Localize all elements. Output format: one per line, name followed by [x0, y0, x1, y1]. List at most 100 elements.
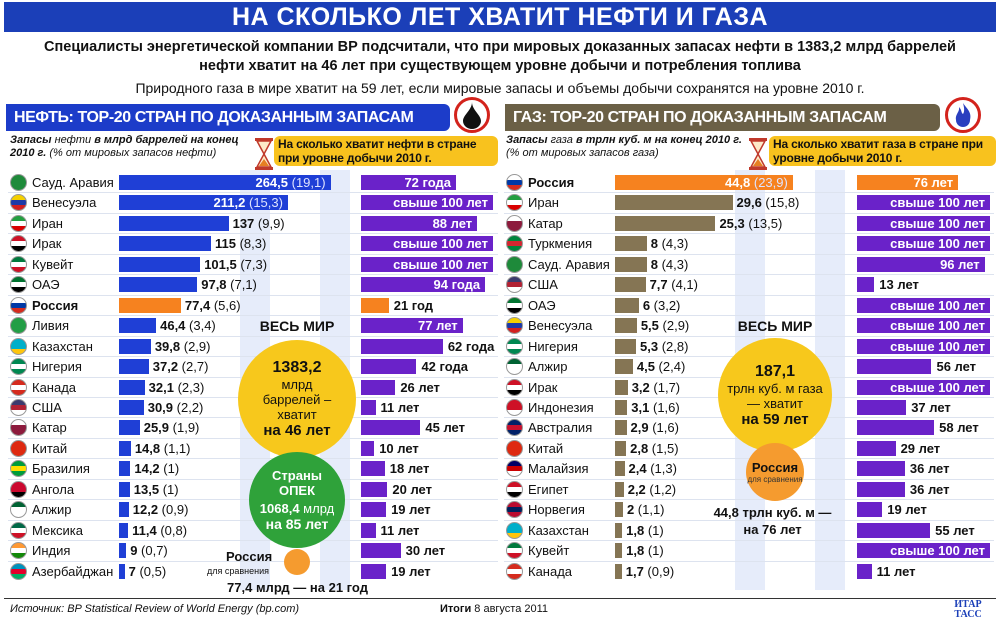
reserve-value: 3,1: [631, 399, 650, 415]
years-label: свыше 100 лет: [890, 543, 985, 559]
reserve-value-label: 77,4 (5,6): [185, 298, 241, 313]
reserve-bar: [615, 461, 625, 477]
years-label: свыше 100 лет: [393, 195, 488, 211]
years-label: 19 лет: [391, 563, 431, 579]
source-text: Источник: BP Statistical Review of World…: [10, 603, 300, 615]
reserve-percent: (0,8): [156, 522, 188, 538]
years-bar: [857, 440, 896, 456]
years-label: 96 лет: [940, 256, 980, 272]
reserve-value-label: 5,5 (2,9): [641, 318, 689, 333]
gas-world-label: ВЕСЬ МИР: [737, 318, 813, 334]
country-name: Алжир: [32, 502, 72, 518]
years-label: 11 лет: [380, 399, 420, 415]
reserve-percent: (0,9): [643, 563, 675, 579]
country-name: Иран: [528, 195, 559, 211]
reserve-percent: (2,9): [658, 318, 690, 334]
reserve-value: 46,4: [160, 318, 186, 334]
years-label: 94 года: [433, 277, 481, 293]
oil-world-value: 1383,2: [272, 359, 322, 376]
oil-russia-label: Россия: [226, 549, 273, 564]
reserve-value: 8: [650, 256, 658, 272]
reserve-value: 32,1: [148, 379, 174, 395]
row-divider: [8, 274, 498, 276]
country-name: ОАЭ: [528, 297, 556, 313]
gas-flame-icon: [945, 97, 981, 133]
reserve-value-label: 7 (0,5): [129, 564, 167, 579]
row-divider: [8, 560, 498, 562]
reserve-percent: (1,6): [648, 420, 679, 436]
reserve-bar: [615, 359, 633, 375]
row-divider: [8, 315, 498, 317]
hourglass-icon: [254, 138, 274, 170]
flag-icon: [506, 317, 523, 335]
reserve-percent: (3,4): [185, 318, 216, 334]
reserve-value-label: 14,8 (1,1): [135, 441, 191, 456]
reserve-bar: [119, 359, 149, 375]
reserve-bar: [615, 195, 733, 211]
years-bar: [361, 318, 463, 334]
country-name: Ливия: [32, 318, 70, 334]
reserve-value-label: 39,8 (2,9): [155, 339, 211, 354]
reserve-bar: [119, 236, 211, 252]
reserve-value-label: 264,5 (19,1): [119, 175, 326, 190]
reserve-value-label: 137 (9,9): [233, 216, 285, 231]
oil-world-label: ВЕСЬ МИР: [259, 318, 335, 334]
reserve-bar: [119, 379, 145, 395]
reserve-percent: (2,9): [180, 338, 211, 354]
reserve-value-label: 11,4 (0,8): [132, 523, 187, 538]
flag-icon: [506, 562, 523, 580]
years-bar: [361, 502, 387, 518]
reserve-percent: (0,5): [135, 563, 167, 579]
years-bar: [857, 338, 990, 354]
reserve-bar: [119, 563, 125, 579]
reserve-percent: (1): [159, 481, 179, 497]
flag-icon: [506, 419, 523, 437]
hourglass-icon: [748, 138, 768, 170]
reserve-value-label: 25,3 (13,5): [719, 216, 782, 231]
row-divider: [504, 233, 994, 235]
reserve-value: 137: [232, 215, 255, 231]
reserve-percent: (3,2): [650, 297, 681, 313]
gas-world-value: 187,1: [754, 362, 796, 380]
reserve-value: 9: [130, 543, 138, 559]
reserve-percent: (2,8): [658, 338, 689, 354]
reserve-percent: (4,1): [667, 277, 698, 293]
reserve-bar: [615, 277, 646, 293]
reserve-percent: (19,1): [288, 175, 326, 190]
flag-icon: [506, 276, 523, 294]
reserve-value-label: 1,8 (1): [626, 543, 664, 558]
flag-icon: [10, 562, 27, 580]
years-bar: [361, 461, 385, 477]
reserve-percent: (4,3): [657, 236, 689, 252]
reserve-bar: [119, 481, 130, 497]
country-name: ОАЭ: [32, 277, 60, 293]
years-bar: [857, 522, 931, 538]
gas-russia-text-2: на 76 лет: [743, 522, 802, 537]
years-bar: [857, 461, 905, 477]
years-bar: [361, 256, 493, 272]
oil-world-text: млрд баррелей – хватит: [262, 377, 332, 422]
country-name: Сауд. Аравия: [32, 175, 114, 190]
years-bar: [361, 277, 486, 293]
years-label: 21 год: [393, 297, 434, 313]
row-divider: [504, 540, 994, 542]
years-bar: [857, 359, 932, 375]
reserve-bar: [119, 215, 229, 231]
years-bar: [857, 175, 959, 190]
reserve-value-label: 14,2 (1): [134, 461, 179, 476]
row-divider: [8, 192, 498, 194]
reserve-bar: [119, 440, 131, 456]
oil-russia-text: 77,4 млрд — на 21 год: [227, 580, 368, 595]
reserve-bar: [119, 297, 181, 313]
years-bar: [857, 215, 990, 231]
subhead-bold: в трлн куб. м на конец 2010 г.: [575, 134, 742, 146]
oil-drop-icon: [454, 97, 490, 133]
publication-name: Итоги: [440, 603, 472, 615]
reserve-bar: [119, 256, 201, 272]
reserve-value-label: 4,5 (2,4): [637, 359, 685, 374]
years-label: 37 лет: [911, 399, 951, 415]
years-label: 45 лет: [425, 420, 465, 436]
reserve-bar: [119, 399, 144, 415]
subhead-bold: в млрд баррелей на конец 2010 г.: [10, 134, 239, 159]
reserve-value: 101,5: [204, 256, 237, 272]
